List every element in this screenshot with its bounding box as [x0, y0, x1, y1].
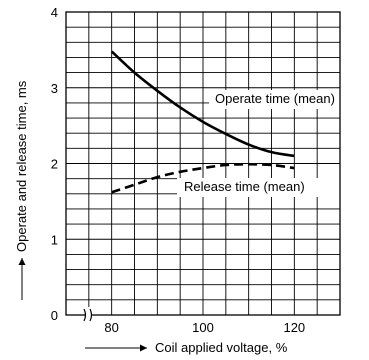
axes — [65, 11, 341, 323]
series-label-bg — [177, 178, 341, 197]
y-tick-label: 0 — [51, 308, 58, 323]
series-line-operate — [110, 50, 295, 158]
series-line-release — [111, 162, 295, 194]
y-tick-label: 3 — [51, 81, 58, 96]
x-tick-label: 120 — [283, 320, 305, 335]
x-axis-arrowhead — [140, 344, 147, 352]
plot-frame — [65, 11, 341, 316]
tick-labels: 0 1 2 3 4 80 100 120 — [51, 5, 305, 335]
series-label: Release time (mean) — [184, 179, 305, 194]
y-tick-label: 2 — [51, 157, 58, 172]
axis-break-mark — [83, 308, 87, 322]
x-axis-label: Coil applied voltage, % — [155, 340, 288, 355]
series-label-bg — [209, 90, 369, 109]
y-axis-arrowhead — [18, 258, 26, 265]
series-layer — [110, 50, 295, 194]
grid — [66, 12, 340, 315]
y-tick-label: 4 — [51, 5, 58, 20]
y-tick-label: 1 — [51, 232, 58, 247]
x-tick-label: 80 — [104, 320, 118, 335]
axis-break-gap — [85, 307, 91, 323]
axis-break-mark — [89, 308, 93, 322]
x-tick-label: 100 — [192, 320, 214, 335]
label-layer: Coil applied voltage, % Operate and relea… — [14, 80, 369, 355]
y-axis-label: Operate and release time, ms — [14, 80, 29, 252]
series-label: Operate time (mean) — [215, 91, 335, 106]
